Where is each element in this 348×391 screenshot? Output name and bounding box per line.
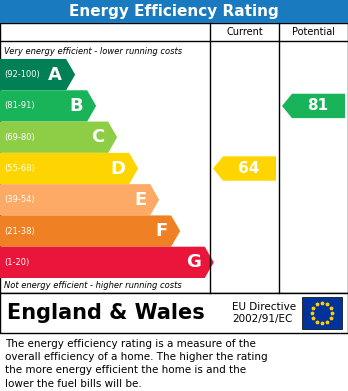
Polygon shape [0,90,96,122]
Text: EU Directive
2002/91/EC: EU Directive 2002/91/EC [232,302,296,324]
Bar [0,293,348,333]
Text: The energy efficiency rating is a measure of the
overall efficiency of a home. T: The energy efficiency rating is a measur… [5,339,268,389]
Text: (81-91): (81-91) [4,101,34,110]
Text: Potential: Potential [292,27,335,37]
Text: (92-100): (92-100) [4,70,40,79]
Text: (39-54): (39-54) [4,195,34,204]
Polygon shape [282,94,345,118]
Text: G: G [186,253,201,271]
Text: Current: Current [226,27,263,37]
Polygon shape [0,122,117,153]
Text: Not energy efficient - higher running costs: Not energy efficient - higher running co… [4,280,182,289]
Polygon shape [0,247,214,278]
Polygon shape [0,153,138,184]
Text: 64: 64 [238,161,259,176]
Text: B: B [70,97,83,115]
Text: England & Wales: England & Wales [7,303,205,323]
Text: D: D [110,160,125,178]
Bar [0,23,348,293]
Text: (21-38): (21-38) [4,226,35,235]
Polygon shape [0,215,180,247]
Polygon shape [213,156,276,181]
Text: E: E [134,191,146,209]
Text: Energy Efficiency Rating: Energy Efficiency Rating [69,4,279,19]
Text: (69-80): (69-80) [4,133,35,142]
Bar [302,297,342,329]
Text: F: F [155,222,167,240]
Text: C: C [91,128,104,146]
Text: 81: 81 [307,99,328,113]
Text: A: A [48,66,62,84]
Polygon shape [0,59,75,90]
Text: (1-20): (1-20) [4,258,29,267]
Bar [0,0,348,23]
Text: (55-68): (55-68) [4,164,35,173]
Text: Very energy efficient - lower running costs: Very energy efficient - lower running co… [4,47,182,57]
Polygon shape [0,184,159,215]
